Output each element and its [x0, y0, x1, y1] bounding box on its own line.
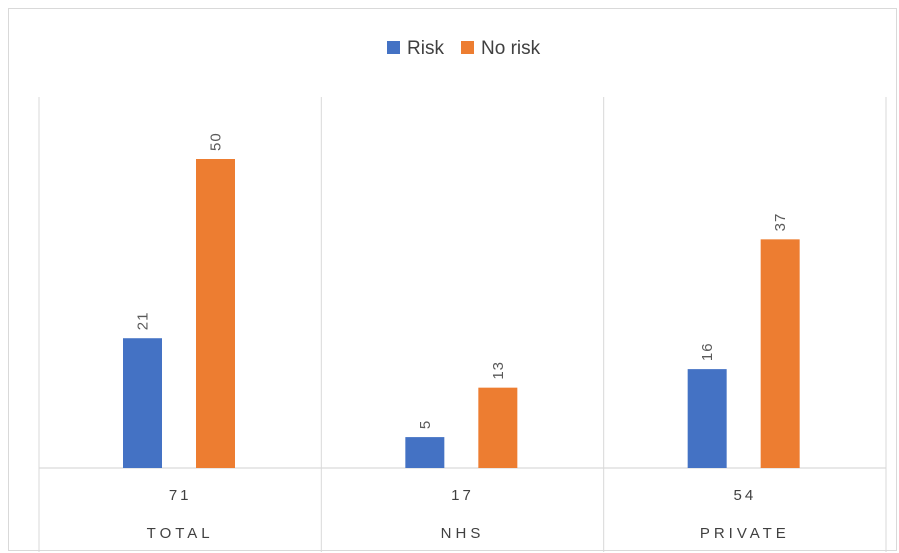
bars [123, 159, 800, 468]
bar-no-risk-total [196, 159, 235, 468]
data-label: 21 [135, 312, 152, 331]
category-label-nhs: NHS [441, 525, 485, 542]
category-total-private: 54 [733, 487, 756, 504]
legend-swatch-no-risk [461, 41, 474, 54]
category-label-private: PRIVATE [700, 525, 790, 542]
labels: 21 50 71 TOTAL 5 13 17 NHS 16 37 54 PRIVATE [135, 132, 790, 542]
category-label-total: TOTAL [147, 525, 214, 542]
data-label: 50 [208, 132, 225, 151]
bar-risk-nhs [405, 437, 445, 468]
bar-chart: Risk No risk 21 50 71 TOTAL 5 13 17 NHS 16 37 54 PRI… [38, 38, 887, 552]
data-label: 5 [417, 420, 434, 429]
category-total-nhs: 17 [451, 487, 474, 504]
legend-label-risk: Risk [407, 38, 444, 59]
legend-swatch-risk [387, 41, 400, 54]
legend-label-no-risk: No risk [481, 38, 541, 59]
bar-no-risk-private [760, 239, 800, 468]
category-separators [38, 97, 887, 552]
bar-risk-private [687, 369, 727, 468]
bar-no-risk-nhs [478, 387, 518, 468]
data-label: 13 [490, 361, 507, 380]
chart-frame: Risk No risk 21 50 71 TOTAL 5 13 17 NHS 16 37 54 PRI… [8, 8, 897, 552]
legend: Risk No risk [387, 38, 541, 59]
category-total-total: 71 [169, 487, 192, 504]
bar-risk-total [123, 338, 162, 468]
data-label: 37 [772, 213, 789, 232]
data-label: 16 [699, 342, 716, 361]
